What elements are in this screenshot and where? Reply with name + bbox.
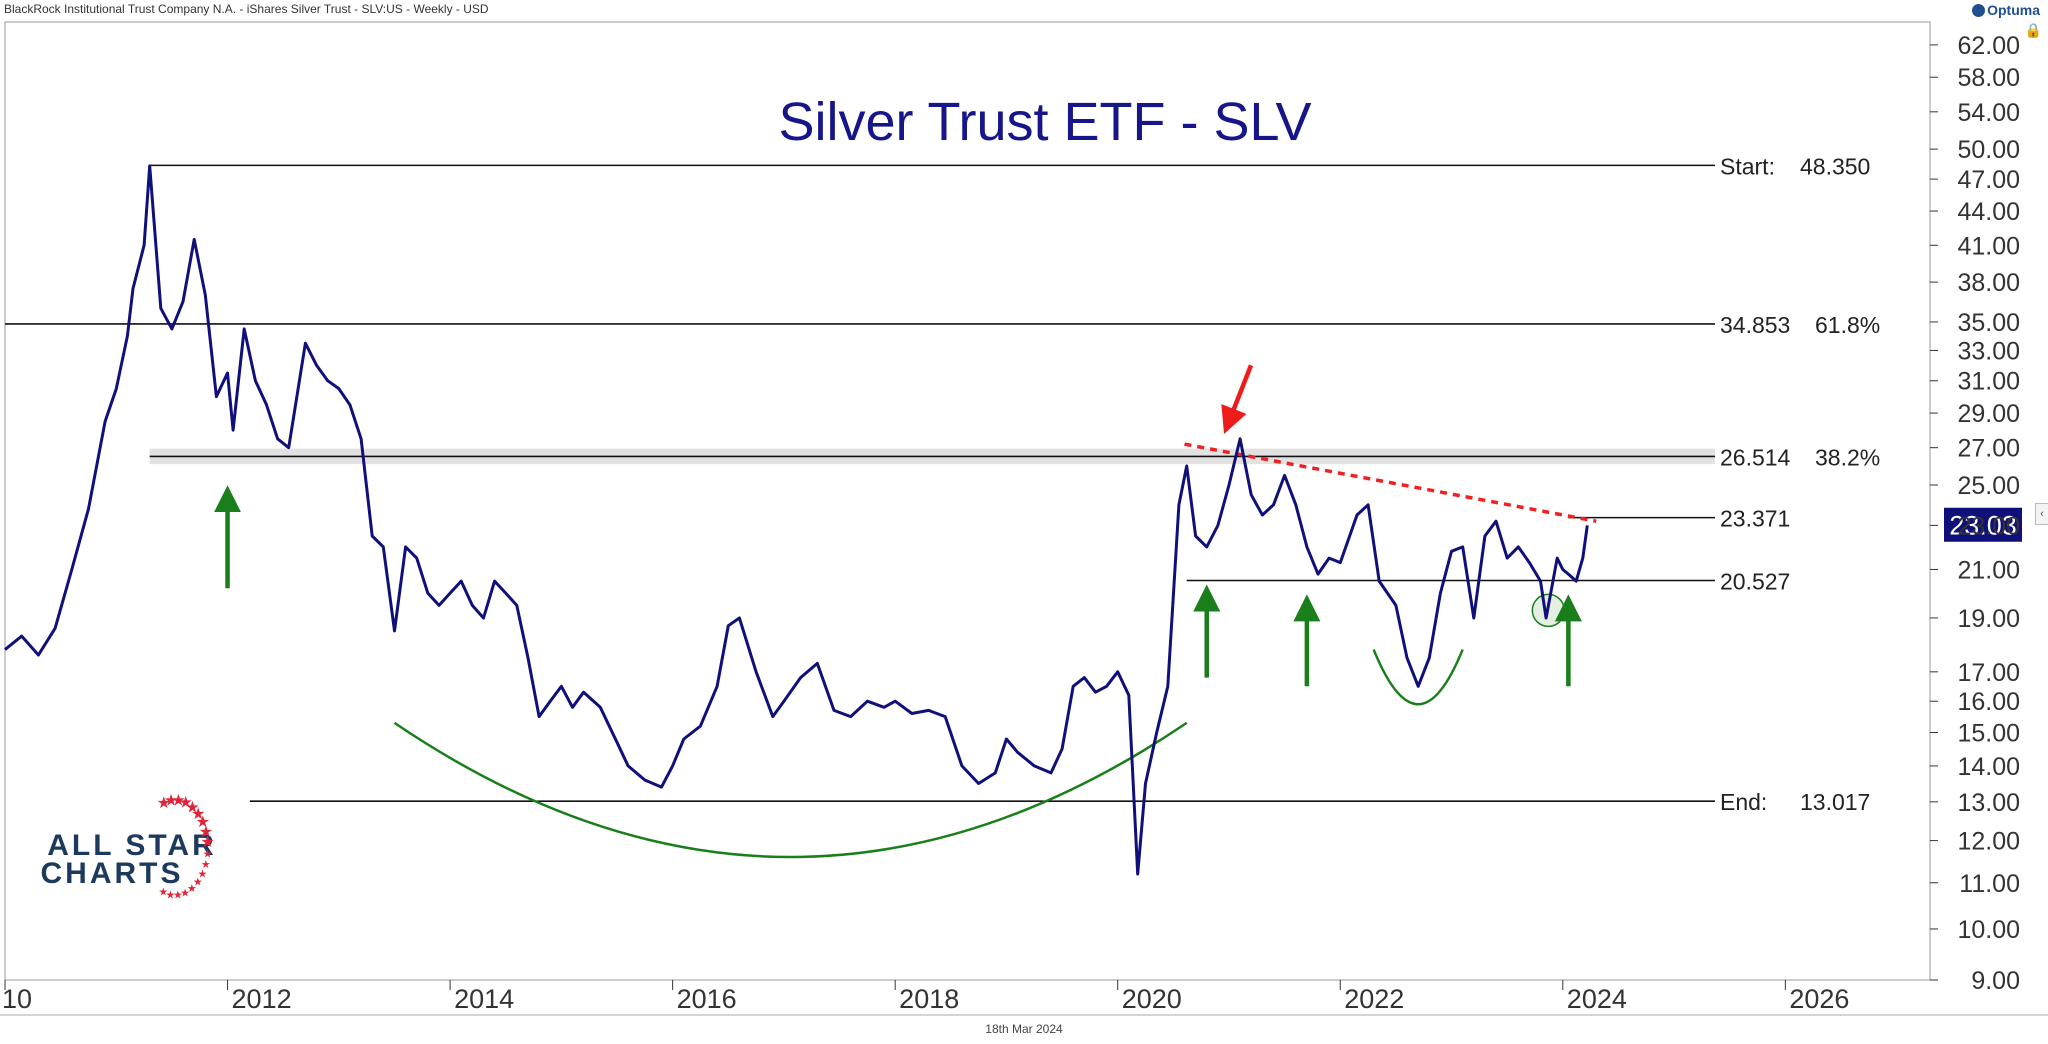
logo-line-2: CHARTS bbox=[41, 857, 184, 890]
plot-border bbox=[0, 21, 2048, 1016]
logo-star: ★ bbox=[196, 812, 210, 831]
logo-star: ★ bbox=[198, 867, 208, 880]
y-tick-label: 9.00 bbox=[1971, 967, 2020, 995]
rounding-bottom-arc bbox=[393, 721, 1188, 859]
level-value: 48.350 bbox=[1800, 153, 1870, 179]
y-tick-label: 10.00 bbox=[1957, 916, 2020, 944]
y-tick-label: 12.00 bbox=[1957, 828, 2020, 856]
logo-star: ★ bbox=[173, 889, 183, 902]
logo-star: ★ bbox=[185, 797, 199, 816]
annotations bbox=[214, 364, 1597, 859]
optuma-brand: Optuma bbox=[1972, 2, 2040, 18]
y-tick-label: 16.00 bbox=[1957, 688, 2020, 716]
x-tick-label: 2026 bbox=[1789, 984, 1849, 1014]
collapse-panel-tab[interactable]: ‹ bbox=[2035, 503, 2048, 525]
price-series: 23.03 bbox=[4, 164, 2022, 876]
logo-star: ★ bbox=[171, 790, 185, 809]
y-tick-label: 11.00 bbox=[1959, 870, 2020, 898]
y-tick-label: 38.00 bbox=[1957, 269, 2020, 297]
level-percent: 61.8% bbox=[1815, 312, 1880, 338]
y-tick-label: 27.00 bbox=[1957, 435, 2020, 463]
x-tick-label: 2022 bbox=[1344, 984, 1404, 1014]
x-tick-label: 2020 bbox=[1122, 984, 1182, 1014]
small-bottom-arc bbox=[1372, 649, 1464, 706]
y-tick-label: 25.00 bbox=[1957, 472, 2020, 500]
last-price-badge bbox=[1944, 507, 2022, 542]
y-tick-label: 41.00 bbox=[1957, 232, 2020, 260]
logo-star: ★ bbox=[187, 882, 197, 895]
y-tick-label: 23.00 bbox=[1957, 512, 2020, 540]
logo-star: ★ bbox=[166, 888, 176, 901]
logo-line-1: ALL STAR bbox=[47, 829, 217, 862]
x-tick-label: 2012 bbox=[232, 984, 292, 1014]
logo-stars: ★★★★★★★★★★★★★★★★★★ bbox=[157, 790, 215, 901]
axes: 9.0010.0011.0012.0013.0014.0015.0016.001… bbox=[2, 32, 2020, 1014]
x-tick-label: 2014 bbox=[454, 984, 514, 1014]
y-tick-label: 47.00 bbox=[1957, 166, 2020, 194]
footer-date: 18th Mar 2024 bbox=[985, 1022, 1063, 1036]
y-tick-label: 44.00 bbox=[1957, 198, 2020, 226]
logo-star: ★ bbox=[178, 793, 192, 812]
logo-star: ★ bbox=[157, 793, 171, 812]
logo-star: ★ bbox=[199, 822, 213, 841]
level-value: 13.017 bbox=[1800, 789, 1870, 815]
horizontal-levels: Start: 48.350 34.853 61.8% 26.514 38.2% 23.371… bbox=[5, 153, 1880, 815]
y-tick-label: 21.00 bbox=[1957, 556, 2020, 584]
all-star-charts-logo: ALL STAR CHARTS ★★★★★★★★★★★★★★★★★★ bbox=[41, 790, 217, 901]
x-tick-label: 2024 bbox=[1567, 984, 1627, 1014]
x-tick-label: 2018 bbox=[899, 984, 959, 1014]
x-tick-label: 10 bbox=[2, 984, 32, 1014]
x-tick-label: 2016 bbox=[677, 984, 737, 1014]
level-label: 26.514 bbox=[1720, 444, 1791, 470]
logo-star: ★ bbox=[193, 876, 203, 889]
y-tick-label: 62.00 bbox=[1957, 32, 2020, 60]
price-line bbox=[4, 164, 1589, 876]
resistance-trendline bbox=[1184, 442, 1597, 523]
y-tick-label: 19.00 bbox=[1957, 605, 2020, 633]
y-tick-label: 17.00 bbox=[1957, 659, 2020, 687]
logo-star: ★ bbox=[158, 886, 168, 899]
y-tick-label: 54.00 bbox=[1957, 99, 2020, 127]
y-tick-label: 33.00 bbox=[1957, 337, 2020, 365]
y-tick-label: 29.00 bbox=[1957, 400, 2020, 428]
logo-star: ★ bbox=[180, 887, 190, 900]
logo-star: ★ bbox=[203, 848, 213, 861]
y-tick-label: 14.00 bbox=[1957, 753, 2020, 781]
brand-label: Optuma bbox=[1987, 2, 2040, 18]
level-label: End: bbox=[1720, 789, 1767, 815]
logo-star: ★ bbox=[200, 832, 214, 851]
logo-star: ★ bbox=[164, 791, 178, 810]
y-tick-label: 31.00 bbox=[1957, 368, 2020, 396]
logo-star: ★ bbox=[201, 858, 211, 871]
y-tick-label: 35.00 bbox=[1957, 309, 2020, 337]
logo-star: ★ bbox=[191, 804, 205, 823]
chart-source-label: BlackRock Institutional Trust Company N.… bbox=[4, 2, 489, 16]
level-label: 34.853 bbox=[1720, 312, 1790, 338]
last-price-label: 23.03 bbox=[1949, 511, 2017, 541]
level-percent: 38.2% bbox=[1815, 444, 1880, 470]
y-tick-label: 15.00 bbox=[1957, 719, 2020, 747]
plot-frame bbox=[4, 21, 1931, 981]
optuma-logo-icon bbox=[1972, 4, 1986, 17]
y-tick-label: 58.00 bbox=[1957, 64, 2020, 92]
level-label: 23.371 bbox=[1720, 506, 1790, 532]
level-label: 20.527 bbox=[1720, 568, 1790, 594]
resistance-down-arrow bbox=[1221, 364, 1254, 435]
chart-title: Silver Trust ETF - SLV bbox=[778, 92, 1311, 152]
y-tick-label: 13.00 bbox=[1957, 789, 2020, 817]
y-tick-label: 50.00 bbox=[1957, 136, 2020, 164]
level-label: Start: bbox=[1720, 153, 1775, 179]
lock-icon[interactable]: 🔒 bbox=[2024, 22, 2042, 38]
